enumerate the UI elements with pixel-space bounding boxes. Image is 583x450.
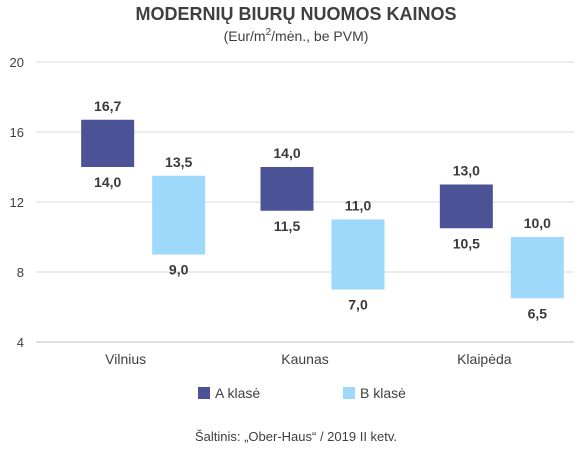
data-label-low: 14,0 [94,174,121,190]
legend-swatch [198,387,210,399]
legend-swatch [343,387,355,399]
data-label-high: 10,0 [524,215,551,231]
chart-subtitle: (Eur/m2/mėn., be PVM) [224,27,369,44]
category-label: Klaipėda [457,351,512,367]
range-bar [439,184,493,229]
data-labels: 16,7 14,0 13,5 9,0 14,0 11,5 11,0 7,0 13,0 10,5 10… [94,98,551,322]
data-label-low: 10,5 [453,235,480,251]
y-tick-label: 12 [10,195,24,210]
y-axis-ticks: 4 8 12 16 20 [10,55,24,350]
data-label-high: 13,0 [453,163,480,179]
y-tick-label: 8 [17,265,24,280]
data-label-high: 14,0 [273,145,300,161]
category-label: Vilnius [105,351,146,367]
data-label-low: 7,0 [348,297,368,313]
y-tick-label: 20 [10,55,24,70]
range-bar [331,219,385,290]
subtitle-superscript: 2 [266,27,272,38]
range-bar [81,119,135,167]
data-label-high: 13,5 [165,154,192,170]
data-label-high: 11,0 [345,198,372,214]
range-bar [260,167,314,211]
source-note: Šaltinis: „Ober-Haus“ / 2019 II ketv. [195,429,397,444]
legend-label: A klasė [215,385,260,401]
range-bar [510,237,564,299]
data-label-low: 11,5 [274,218,301,234]
data-label-high: 16,7 [94,98,121,114]
bars [81,119,564,299]
legend-label: B klasė [360,385,406,401]
legend: A klasė B klasė [198,385,406,401]
subtitle-unit-suffix: /mėn., be PVM) [271,28,368,44]
data-label-low: 9,0 [169,262,189,278]
y-tick-label: 16 [10,125,24,140]
subtitle-unit-prefix: (Eur/m [224,28,266,44]
y-tick-label: 4 [17,335,24,350]
category-labels: Vilnius Kaunas Klaipėda [105,351,512,367]
category-label: Kaunas [281,351,328,367]
range-bar [152,175,206,255]
chart-title: MODERNIŲ BIURŲ NUOMOS KAINOS [135,4,456,24]
data-label-low: 6,5 [528,305,548,321]
